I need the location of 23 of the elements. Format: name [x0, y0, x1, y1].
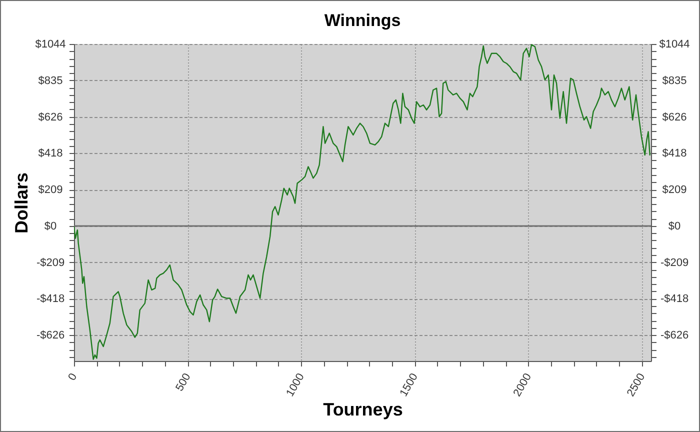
- y-tick-label: -$626: [36, 330, 65, 342]
- y-tick-label: $418: [38, 148, 63, 160]
- y-tick-label: $835: [38, 74, 63, 87]
- y2-tick-label: $209: [662, 184, 687, 196]
- x-tick-label: 500: [174, 372, 194, 394]
- x-axis-title: Tourneys: [323, 400, 403, 420]
- y-tick-label: $209: [38, 184, 63, 196]
- y-tick-label: $626: [38, 111, 63, 124]
- y2-tick-label: $418: [662, 148, 687, 160]
- y-tick-label: -$209: [36, 256, 65, 269]
- chart-title: Winnings: [324, 11, 401, 30]
- y2-tick-label: $626: [662, 111, 687, 124]
- y2-tick-label: $1044: [659, 38, 690, 50]
- y-tick-label: $1044: [35, 38, 66, 50]
- y2-tick-label: $835: [662, 74, 687, 87]
- y2-tick-label: $0: [668, 220, 681, 232]
- x-tick-label: 0: [66, 372, 80, 383]
- y2-tick-label: -$626: [660, 330, 689, 342]
- y2-tick-label: -$209: [660, 256, 689, 269]
- y-tick-label: -$418: [36, 293, 65, 306]
- y-axis-title: Dollars: [12, 172, 32, 234]
- y2-tick-label: -$418: [660, 293, 689, 306]
- y-tick-label: $0: [44, 220, 57, 232]
